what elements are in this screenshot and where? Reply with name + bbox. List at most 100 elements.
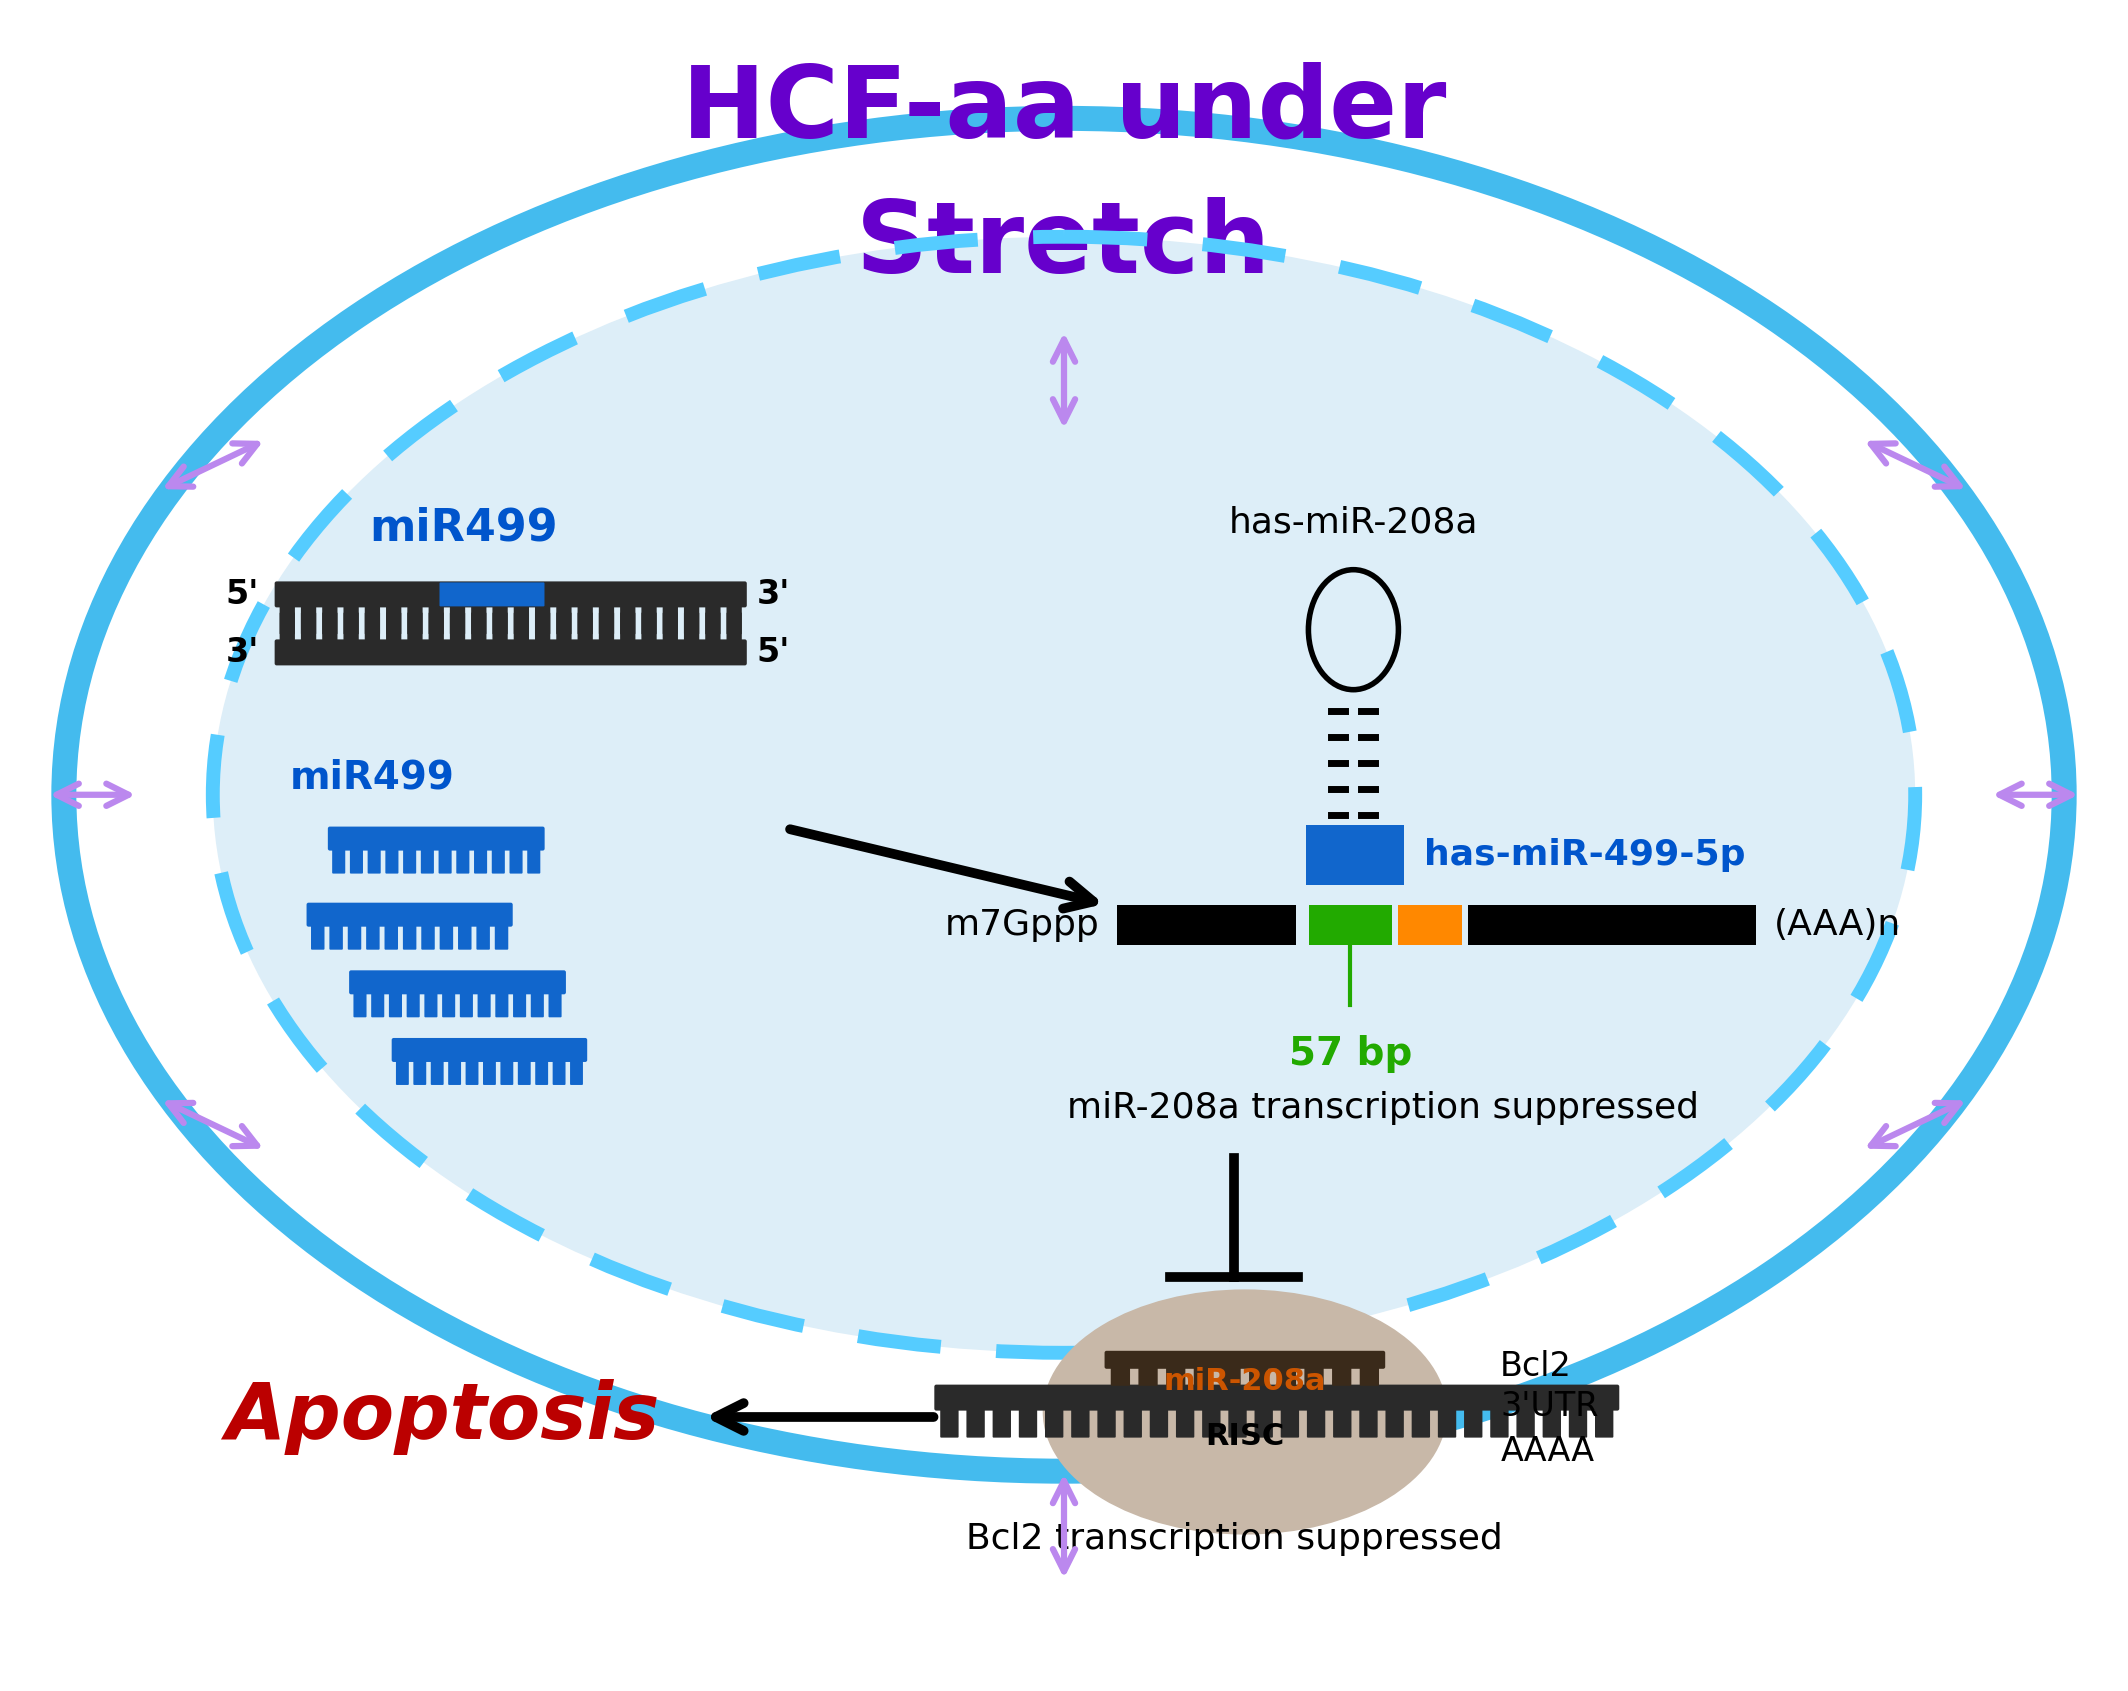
Text: m7Gppp: m7Gppp <box>945 908 1100 942</box>
FancyBboxPatch shape <box>1281 1407 1298 1437</box>
Text: (AAA)n: (AAA)n <box>1773 908 1900 942</box>
Ellipse shape <box>213 237 1915 1353</box>
FancyBboxPatch shape <box>704 604 721 634</box>
FancyBboxPatch shape <box>406 991 419 1018</box>
FancyBboxPatch shape <box>1070 1407 1090 1437</box>
FancyBboxPatch shape <box>577 612 594 643</box>
FancyBboxPatch shape <box>570 1059 583 1086</box>
FancyBboxPatch shape <box>406 604 423 634</box>
FancyBboxPatch shape <box>343 604 360 634</box>
FancyBboxPatch shape <box>1194 1366 1213 1387</box>
FancyBboxPatch shape <box>477 923 489 950</box>
FancyBboxPatch shape <box>321 604 338 634</box>
FancyBboxPatch shape <box>470 604 487 634</box>
FancyBboxPatch shape <box>534 612 551 643</box>
FancyBboxPatch shape <box>421 847 434 874</box>
Text: Stretch: Stretch <box>855 196 1273 294</box>
FancyBboxPatch shape <box>992 1407 1011 1437</box>
FancyBboxPatch shape <box>662 604 679 634</box>
FancyBboxPatch shape <box>1221 1366 1241 1387</box>
Text: 3': 3' <box>758 578 789 610</box>
Text: RISC: RISC <box>1204 1422 1285 1451</box>
FancyBboxPatch shape <box>385 612 402 643</box>
FancyBboxPatch shape <box>1019 1407 1036 1437</box>
FancyBboxPatch shape <box>328 827 545 851</box>
FancyBboxPatch shape <box>483 1059 496 1086</box>
FancyBboxPatch shape <box>300 604 317 634</box>
FancyBboxPatch shape <box>1228 1407 1247 1437</box>
Text: 5': 5' <box>758 636 789 670</box>
FancyBboxPatch shape <box>1104 1351 1385 1368</box>
FancyBboxPatch shape <box>430 1059 443 1086</box>
FancyBboxPatch shape <box>683 604 700 634</box>
FancyBboxPatch shape <box>311 923 323 950</box>
FancyBboxPatch shape <box>492 612 509 643</box>
FancyBboxPatch shape <box>1360 1366 1379 1387</box>
FancyBboxPatch shape <box>1177 1407 1194 1437</box>
FancyBboxPatch shape <box>683 612 700 643</box>
FancyBboxPatch shape <box>279 612 296 643</box>
Text: 5': 5' <box>226 578 260 610</box>
FancyBboxPatch shape <box>1468 905 1756 945</box>
FancyBboxPatch shape <box>353 991 366 1018</box>
FancyBboxPatch shape <box>513 612 530 643</box>
FancyBboxPatch shape <box>513 991 526 1018</box>
FancyBboxPatch shape <box>385 604 402 634</box>
FancyBboxPatch shape <box>966 1407 985 1437</box>
FancyBboxPatch shape <box>1490 1407 1509 1437</box>
FancyBboxPatch shape <box>279 604 296 634</box>
FancyBboxPatch shape <box>555 612 572 643</box>
Ellipse shape <box>1043 1289 1447 1535</box>
FancyBboxPatch shape <box>549 991 562 1018</box>
FancyBboxPatch shape <box>726 604 743 634</box>
FancyBboxPatch shape <box>536 1059 549 1086</box>
FancyBboxPatch shape <box>598 604 615 634</box>
FancyBboxPatch shape <box>475 847 487 874</box>
FancyBboxPatch shape <box>413 1059 426 1086</box>
FancyBboxPatch shape <box>370 991 385 1018</box>
FancyBboxPatch shape <box>1202 1407 1221 1437</box>
FancyBboxPatch shape <box>492 847 504 874</box>
FancyBboxPatch shape <box>1149 1407 1168 1437</box>
FancyBboxPatch shape <box>662 612 679 643</box>
FancyBboxPatch shape <box>1398 905 1462 945</box>
FancyBboxPatch shape <box>392 1038 587 1062</box>
FancyBboxPatch shape <box>1045 1407 1064 1437</box>
FancyBboxPatch shape <box>364 604 381 634</box>
FancyBboxPatch shape <box>1439 1407 1456 1437</box>
FancyBboxPatch shape <box>421 923 434 950</box>
FancyBboxPatch shape <box>1277 1366 1296 1387</box>
FancyBboxPatch shape <box>385 847 398 874</box>
FancyBboxPatch shape <box>368 847 381 874</box>
FancyBboxPatch shape <box>1138 1366 1158 1387</box>
FancyBboxPatch shape <box>347 923 362 950</box>
FancyBboxPatch shape <box>934 1385 1619 1410</box>
FancyBboxPatch shape <box>306 903 513 927</box>
FancyBboxPatch shape <box>364 612 381 643</box>
FancyBboxPatch shape <box>1332 1407 1351 1437</box>
FancyBboxPatch shape <box>1411 1407 1430 1437</box>
FancyBboxPatch shape <box>438 847 451 874</box>
FancyBboxPatch shape <box>641 604 658 634</box>
FancyBboxPatch shape <box>428 604 445 634</box>
FancyBboxPatch shape <box>500 1059 513 1086</box>
FancyBboxPatch shape <box>449 604 466 634</box>
FancyBboxPatch shape <box>440 923 453 950</box>
Text: miR-208a: miR-208a <box>1164 1368 1326 1397</box>
Text: 57 bp: 57 bp <box>1290 1035 1411 1072</box>
FancyBboxPatch shape <box>517 1059 530 1086</box>
FancyBboxPatch shape <box>555 604 572 634</box>
FancyBboxPatch shape <box>275 639 747 665</box>
FancyBboxPatch shape <box>349 847 364 874</box>
Text: has-miR-208a: has-miR-208a <box>1228 506 1479 539</box>
FancyBboxPatch shape <box>530 991 545 1018</box>
FancyBboxPatch shape <box>396 1059 409 1086</box>
FancyBboxPatch shape <box>1249 1366 1268 1387</box>
Text: 3': 3' <box>226 636 260 670</box>
FancyBboxPatch shape <box>1117 905 1296 945</box>
Text: miR-208a transcription suppressed: miR-208a transcription suppressed <box>1068 1091 1698 1125</box>
FancyBboxPatch shape <box>598 612 615 643</box>
FancyBboxPatch shape <box>423 991 438 1018</box>
FancyBboxPatch shape <box>300 612 317 643</box>
FancyBboxPatch shape <box>428 612 445 643</box>
